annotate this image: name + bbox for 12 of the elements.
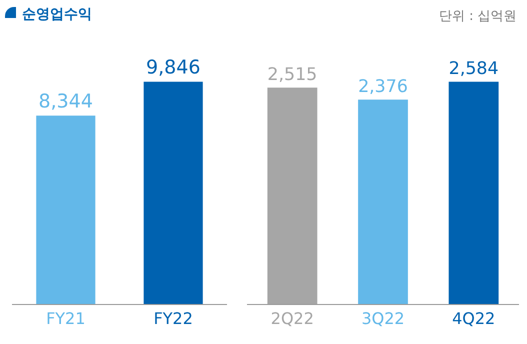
x-tick-label: 2Q22 <box>270 309 314 328</box>
x-tick-label: FY21 <box>46 309 86 328</box>
data-label: 8,344 <box>38 90 93 113</box>
text: 단위 : 십억원 <box>439 9 517 24</box>
chart-title: 순영업수익 <box>22 6 92 22</box>
data-label: 2,584 <box>448 59 499 80</box>
data-label: 9,846 <box>146 56 200 79</box>
x-tick-label: 3Q22 <box>361 309 405 328</box>
data-label: 2,515 <box>267 65 318 86</box>
x-tick-label: 4Q22 <box>452 309 496 328</box>
x-tick-label: FY22 <box>154 309 193 328</box>
data-label: 2,376 <box>358 77 408 98</box>
